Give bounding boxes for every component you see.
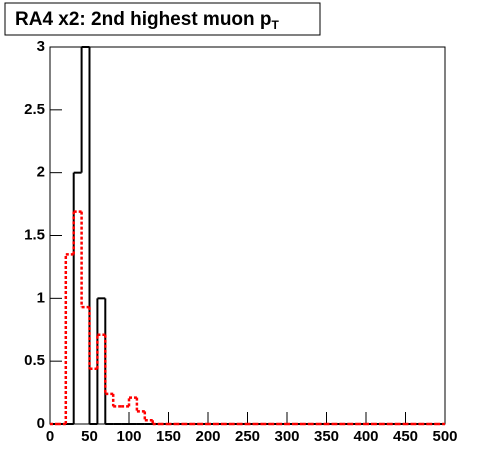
- title-text: RA4 x2: 2nd highest muon p: [15, 9, 272, 30]
- x-tick-label: 500: [432, 428, 457, 445]
- x-tick-label: 250: [235, 428, 260, 445]
- y-tick-label: 0.5: [24, 352, 45, 369]
- title-subscript: T: [272, 18, 280, 32]
- y-tick-label: 1: [37, 289, 45, 306]
- y-tick-label: 2.5: [24, 101, 45, 118]
- x-tick-label: 100: [116, 428, 141, 445]
- x-tick-label: 200: [195, 428, 220, 445]
- y-tick-label: 1.5: [24, 226, 45, 243]
- y-tick-label: 0: [37, 415, 45, 432]
- y-tick-label: 2: [37, 164, 45, 181]
- chart-title: RA4 x2: 2nd highest muon pT: [15, 9, 280, 32]
- x-tick-label: 300: [274, 428, 299, 445]
- x-tick-label: 150: [156, 428, 181, 445]
- x-tick-label: 0: [46, 428, 54, 445]
- x-tick-label: 350: [314, 428, 339, 445]
- x-tick-label: 400: [353, 428, 378, 445]
- x-tick-label: 50: [81, 428, 98, 445]
- title-box: [4, 2, 321, 36]
- y-tick-label: 3: [37, 38, 45, 55]
- x-tick-label: 450: [393, 428, 418, 445]
